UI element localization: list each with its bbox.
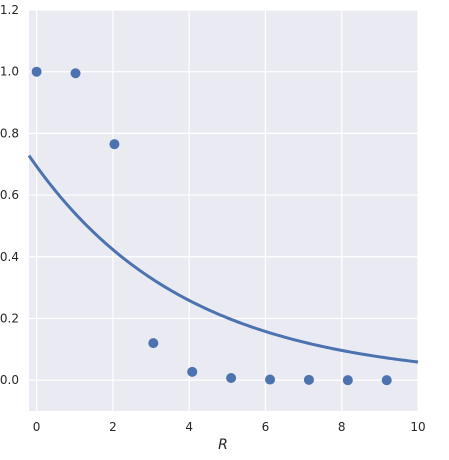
y-tick-label: 0.6 — [0, 188, 19, 202]
y-tick-label: 1.2 — [0, 3, 19, 17]
grid — [29, 9, 419, 411]
y-tick-label: 0.8 — [0, 126, 19, 140]
data-point — [70, 68, 81, 79]
data-point — [31, 66, 42, 77]
x-axis-label: R — [218, 437, 228, 453]
fit-curve-layer — [27, 154, 419, 364]
y-tick-label: 1.0 — [0, 65, 19, 79]
data-point — [342, 375, 353, 386]
x-tick-labels: 0 2 4 6 8 10 — [33, 420, 426, 434]
x-tick-label: 4 — [185, 420, 193, 434]
plot-area — [29, 10, 418, 411]
x-tick-label: 6 — [262, 420, 270, 434]
data-point — [381, 375, 392, 386]
y-tick-label: 0.0 — [0, 373, 19, 387]
data-points-layer — [31, 66, 392, 386]
x-tick-label: 2 — [109, 420, 117, 434]
data-point — [265, 374, 276, 385]
y-tick-label: 0.2 — [0, 311, 19, 325]
y-tick-labels: 0.0 0.2 0.4 0.6 0.8 1.0 1.2 — [0, 3, 19, 387]
y-tick-label: 0.4 — [0, 250, 19, 264]
data-point — [187, 366, 198, 377]
data-point — [303, 374, 314, 385]
x-tick-label: 8 — [338, 420, 346, 434]
data-point — [226, 372, 237, 383]
data-point — [109, 139, 120, 150]
data-point — [148, 338, 159, 349]
fit-curve — [27, 154, 419, 364]
x-tick-label: 0 — [33, 420, 41, 434]
x-tick-label: 10 — [410, 420, 425, 434]
